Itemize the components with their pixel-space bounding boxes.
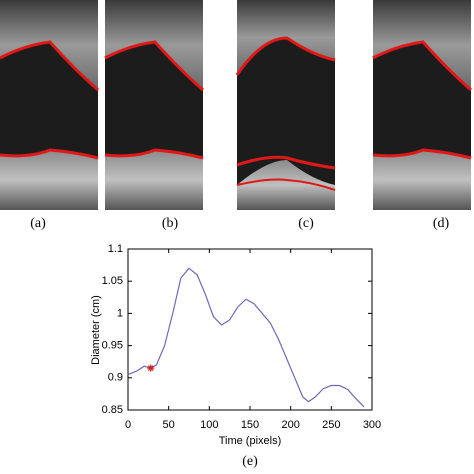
y-tick-label: 0.85 bbox=[102, 404, 123, 416]
y-axis-label: Diameter (cm) bbox=[90, 295, 102, 365]
x-tick-label: 0 bbox=[125, 419, 131, 431]
x-tick-label: 150 bbox=[241, 419, 259, 431]
x-axis-label: Time (pixels) bbox=[219, 435, 282, 447]
data-line bbox=[127, 267, 365, 408]
panel-label: (c) bbox=[298, 216, 314, 231]
y-tick-label: 1.1 bbox=[108, 243, 123, 255]
x-tick-label: 200 bbox=[281, 419, 299, 431]
panel-label: (a) bbox=[30, 216, 46, 231]
ultrasound-image bbox=[235, 0, 336, 210]
x-tick-label: 300 bbox=[363, 419, 381, 431]
panel-label: (b) bbox=[162, 216, 179, 231]
y-tick-label: 1.05 bbox=[102, 275, 123, 287]
y-tick-label: 1 bbox=[117, 307, 123, 319]
y-tick-label: 0.95 bbox=[102, 340, 123, 352]
panel-label: (e) bbox=[242, 454, 258, 469]
highlight-marker bbox=[147, 364, 155, 372]
ultrasound-image bbox=[103, 0, 205, 212]
x-tick-label: 100 bbox=[200, 419, 218, 431]
ultrasound-image bbox=[0, 0, 100, 212]
x-tick-label: 250 bbox=[322, 419, 340, 431]
ultrasound-image bbox=[371, 0, 473, 212]
panel-label: (d) bbox=[433, 216, 450, 231]
x-tick-label: 50 bbox=[163, 419, 175, 431]
y-tick-label: 0.9 bbox=[108, 372, 123, 384]
